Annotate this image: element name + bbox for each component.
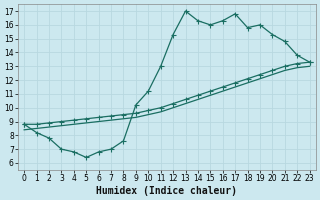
X-axis label: Humidex (Indice chaleur): Humidex (Indice chaleur) bbox=[96, 186, 237, 196]
